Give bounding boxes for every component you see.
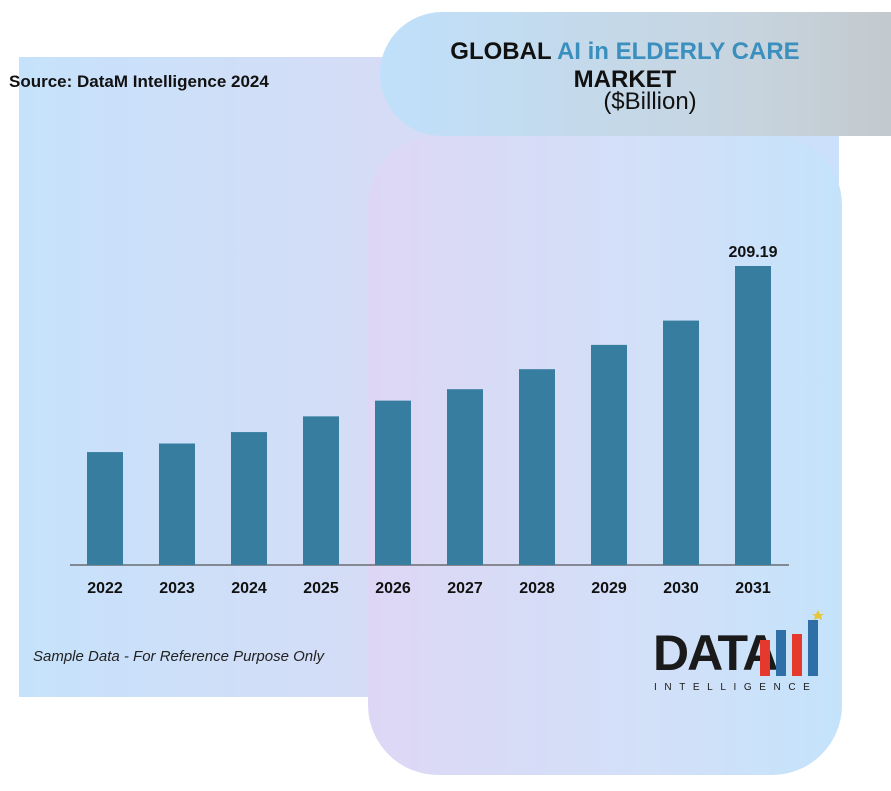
x-tick-label: 2026 <box>375 580 411 597</box>
x-tick-label: 2027 <box>447 580 483 597</box>
bar-2022 <box>87 452 123 565</box>
x-tick-label: 2029 <box>591 580 627 597</box>
sample-data-note: Sample Data - For Reference Purpose Only <box>33 648 324 665</box>
x-tick-label: 2030 <box>663 580 699 597</box>
bar-2030 <box>663 320 699 565</box>
x-tick-label: 2024 <box>231 580 267 597</box>
bar-2029 <box>591 344 627 565</box>
logo-bars-icon <box>760 610 824 676</box>
x-tick-label: 2022 <box>87 580 123 597</box>
x-tick-label: 2025 <box>303 580 339 597</box>
x-tick-label: 2031 <box>735 580 771 597</box>
datam-logo: DATA INTELLIGENCE <box>650 610 825 700</box>
chart-title: GLOBAL AI in ELDERLY CARE MARKET <box>420 38 830 94</box>
title-accent: AI in ELDERLY CARE <box>556 38 800 65</box>
bar-2025 <box>303 416 339 565</box>
title-line-two: MARKET <box>573 66 677 93</box>
logo-tagline: INTELLIGENCE <box>654 682 818 693</box>
source-label: Source: DataM Intelligence 2024 <box>9 72 269 91</box>
x-tick-label: 2023 <box>159 580 195 597</box>
chart-subtitle: ($Billion) <box>603 88 697 115</box>
data-label: 209.19 <box>729 244 778 261</box>
bar-2023 <box>159 443 195 565</box>
title-prefix: GLOBAL <box>450 38 552 65</box>
logo-word: DATA <box>653 625 778 681</box>
bar-2026 <box>375 400 411 565</box>
title-banner <box>380 12 891 136</box>
bar-2031 <box>735 266 771 565</box>
bar-2028 <box>519 369 555 565</box>
bar-2024 <box>231 432 267 565</box>
x-tick-label: 2028 <box>519 580 555 597</box>
bar-2027 <box>447 389 483 565</box>
